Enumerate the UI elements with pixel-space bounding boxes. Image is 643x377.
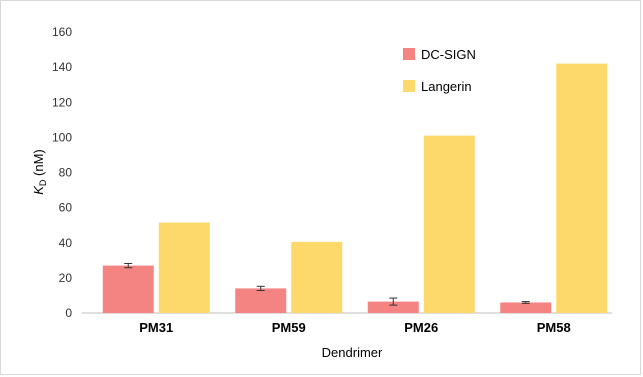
bar-dc-sign-pm58 bbox=[500, 302, 552, 313]
error-bar bbox=[389, 297, 398, 306]
bar-langerin-pm59 bbox=[291, 241, 343, 313]
legend: DC-SIGN Langerin bbox=[403, 47, 476, 94]
bars bbox=[102, 63, 608, 313]
y-tick-label: 60 bbox=[59, 201, 73, 215]
error-bar bbox=[521, 301, 530, 304]
bar-langerin-pm26 bbox=[423, 135, 475, 313]
y-tick-label: 20 bbox=[59, 271, 73, 285]
x-tick-label: PM59 bbox=[272, 320, 306, 335]
legend-swatch bbox=[403, 48, 415, 60]
bar-dc-sign-pm59 bbox=[235, 288, 287, 313]
x-tick-label: PM26 bbox=[404, 320, 438, 335]
bar-langerin-pm31 bbox=[158, 222, 210, 313]
bar-langerin-pm58 bbox=[556, 63, 608, 313]
y-tick-label: 80 bbox=[59, 166, 73, 180]
error-bar bbox=[124, 262, 133, 269]
legend-label: Langerin bbox=[421, 79, 472, 94]
bar-dc-sign-pm31 bbox=[102, 265, 154, 313]
error-bar bbox=[256, 285, 265, 292]
y-axis-title-symbol: K bbox=[31, 185, 46, 195]
y-tick-label: 0 bbox=[65, 306, 72, 320]
y-axis-title-subscript: D bbox=[38, 179, 48, 186]
y-tick-label: 120 bbox=[52, 95, 72, 109]
x-tick-label: PM31 bbox=[139, 320, 173, 335]
y-tick-label: 100 bbox=[52, 130, 72, 144]
x-axis-title: Dendrimer bbox=[322, 345, 383, 360]
axes: 0 20 40 60 80 100 120 140 160 PM31 PM59 PM26 PM58 bbox=[52, 25, 612, 335]
y-axis-title: KD (nM) bbox=[31, 149, 48, 195]
y-axis-title-unit: (nM) bbox=[31, 149, 46, 179]
x-tick-label: PM58 bbox=[537, 320, 571, 335]
bar-dc-sign-pm26 bbox=[367, 301, 419, 313]
y-tick-label: 140 bbox=[52, 60, 72, 74]
y-tick-label: 160 bbox=[52, 25, 72, 39]
legend-swatch bbox=[403, 80, 415, 92]
y-tick-label: 40 bbox=[59, 236, 73, 250]
legend-label: DC-SIGN bbox=[421, 47, 476, 62]
